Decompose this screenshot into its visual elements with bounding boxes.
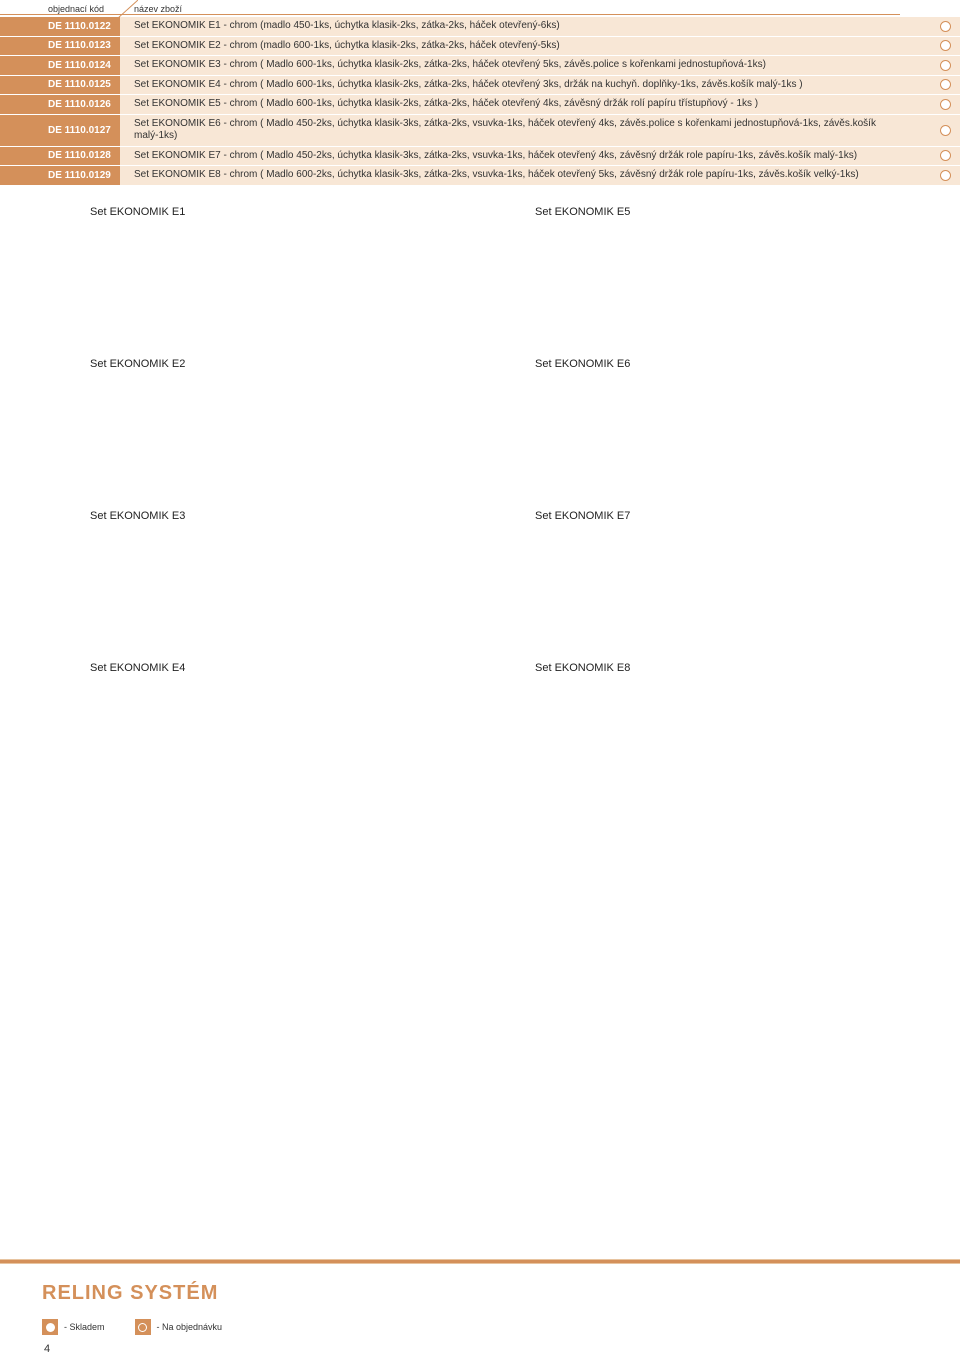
status-circle-icon <box>940 170 951 181</box>
product-image <box>535 400 920 470</box>
product-description: Set EKONOMIK E4 - chrom ( Madlo 600-1ks,… <box>120 76 930 95</box>
legend-stock: - Skladem <box>42 1319 105 1335</box>
product-image <box>90 552 475 622</box>
gallery-item: Set EKONOMIK E7 <box>535 510 920 622</box>
product-image <box>535 248 920 318</box>
product-description: Set EKONOMIK E7 - chrom ( Madlo 450-2ks,… <box>120 147 930 166</box>
product-table: DE 1110.0122Set EKONOMIK E1 - chrom (mad… <box>0 17 960 186</box>
product-status <box>930 76 960 95</box>
header-divider <box>118 0 138 18</box>
gallery-label: Set EKONOMIK E1 <box>90 206 475 218</box>
product-description: Set EKONOMIK E3 - chrom ( Madlo 600-1ks,… <box>120 56 930 75</box>
table-row: DE 1110.0123Set EKONOMIK E2 - chrom (mad… <box>0 37 960 57</box>
product-status <box>930 115 960 146</box>
table-row: DE 1110.0126Set EKONOMIK E5 - chrom ( Ma… <box>0 95 960 115</box>
table-row: DE 1110.0128Set EKONOMIK E7 - chrom ( Ma… <box>0 147 960 167</box>
status-circle-icon <box>940 150 951 161</box>
legend-stock-icon <box>42 1319 58 1335</box>
product-description: Set EKONOMIK E8 - chrom ( Madlo 600-2ks,… <box>120 166 930 185</box>
status-circle-icon <box>940 21 951 32</box>
gallery-item: Set EKONOMIK E3 <box>90 510 475 622</box>
product-image <box>90 248 475 318</box>
table-row: DE 1110.0125Set EKONOMIK E4 - chrom ( Ma… <box>0 76 960 96</box>
table-row: DE 1110.0122Set EKONOMIK E1 - chrom (mad… <box>0 17 960 37</box>
status-circle-icon <box>940 40 951 51</box>
product-code: DE 1110.0125 <box>0 76 120 95</box>
legend: - Skladem - Na objednávku <box>42 1319 960 1335</box>
product-status <box>930 95 960 114</box>
product-description: Set EKONOMIK E5 - chrom ( Madlo 600-1ks,… <box>120 95 930 114</box>
product-code: DE 1110.0128 <box>0 147 120 166</box>
product-code: DE 1110.0127 <box>0 115 120 146</box>
gallery-label: Set EKONOMIK E3 <box>90 510 475 522</box>
product-code: DE 1110.0124 <box>0 56 120 75</box>
gallery-item: Set EKONOMIK E4 <box>90 662 475 774</box>
gallery-item: Set EKONOMIK E8 <box>535 662 920 774</box>
product-image <box>535 552 920 622</box>
gallery-item: Set EKONOMIK E5 <box>535 206 920 318</box>
status-circle-icon <box>940 99 951 110</box>
legend-order-label: - Na objednávku <box>157 1322 223 1332</box>
header-code: objednací kód <box>0 4 120 15</box>
product-description: Set EKONOMIK E1 - chrom (madlo 450-1ks, … <box>120 17 930 36</box>
gallery-label: Set EKONOMIK E2 <box>90 358 475 370</box>
table-header: objednací kód název zboží <box>0 0 960 17</box>
legend-order: - Na objednávku <box>135 1319 223 1335</box>
table-row: DE 1110.0127Set EKONOMIK E6 - chrom ( Ma… <box>0 115 960 147</box>
header-name: název zboží <box>120 4 900 15</box>
product-image <box>535 704 920 774</box>
gallery-item: Set EKONOMIK E1 <box>90 206 475 318</box>
product-code: DE 1110.0126 <box>0 95 120 114</box>
product-code: DE 1110.0129 <box>0 166 120 185</box>
legend-stock-label: - Skladem <box>64 1322 105 1332</box>
product-status <box>930 37 960 56</box>
status-circle-icon <box>940 60 951 71</box>
gallery-item: Set EKONOMIK E2 <box>90 358 475 470</box>
product-description: Set EKONOMIK E2 - chrom (madlo 600-1ks, … <box>120 37 930 56</box>
product-status <box>930 56 960 75</box>
gallery-label: Set EKONOMIK E6 <box>535 358 920 370</box>
page-footer: RELING SYSTÉM - Skladem - Na objednávku … <box>0 1259 960 1361</box>
product-description: Set EKONOMIK E6 - chrom ( Madlo 450-2ks,… <box>120 115 930 146</box>
product-gallery: Set EKONOMIK E1 Set EKONOMIK E5 Set EKONOM… <box>0 186 960 774</box>
legend-order-icon <box>135 1319 151 1335</box>
gallery-item: Set EKONOMIK E6 <box>535 358 920 470</box>
gallery-label: Set EKONOMIK E7 <box>535 510 920 522</box>
product-status <box>930 166 960 185</box>
gallery-label: Set EKONOMIK E8 <box>535 662 920 674</box>
product-image <box>90 704 475 774</box>
table-row: DE 1110.0124Set EKONOMIK E3 - chrom ( Ma… <box>0 56 960 76</box>
status-circle-icon <box>940 79 951 90</box>
product-code: DE 1110.0122 <box>0 17 120 36</box>
page-number: 4 <box>42 1343 960 1355</box>
product-status <box>930 17 960 36</box>
footer-title: RELING SYSTÉM <box>42 1282 960 1305</box>
product-image <box>90 400 475 470</box>
gallery-label: Set EKONOMIK E4 <box>90 662 475 674</box>
status-circle-icon <box>940 125 951 136</box>
gallery-label: Set EKONOMIK E5 <box>535 206 920 218</box>
product-status <box>930 147 960 166</box>
table-row: DE 1110.0129Set EKONOMIK E8 - chrom ( Ma… <box>0 166 960 186</box>
product-code: DE 1110.0123 <box>0 37 120 56</box>
